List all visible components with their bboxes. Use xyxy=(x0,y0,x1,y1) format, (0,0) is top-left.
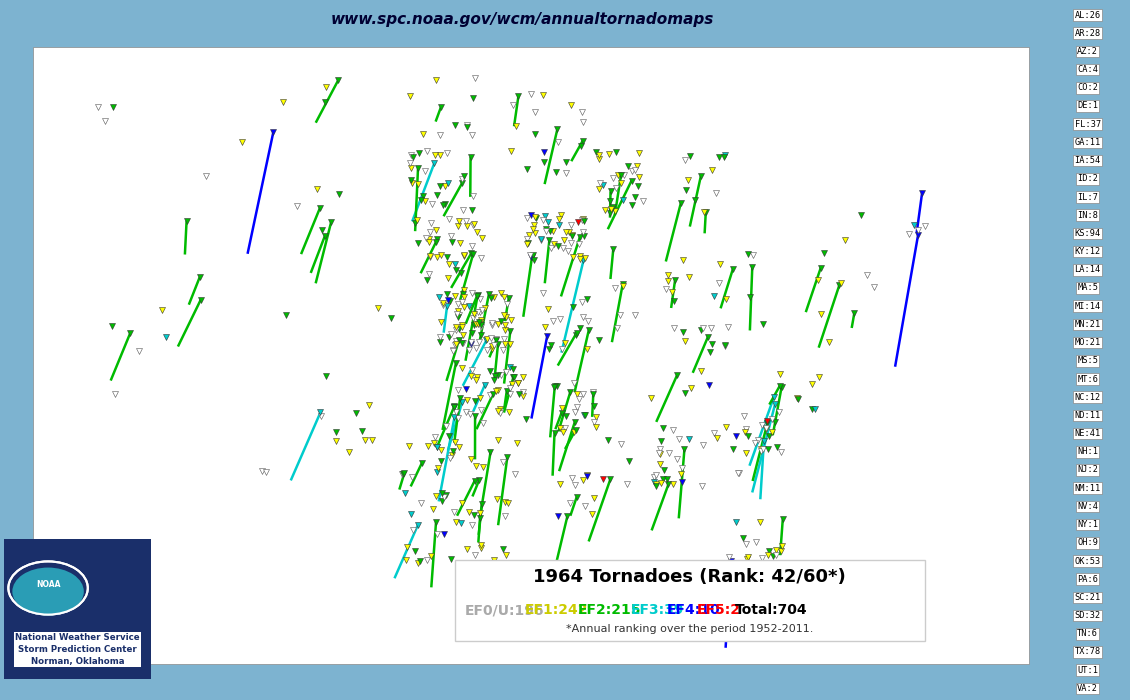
Text: MO:21: MO:21 xyxy=(1075,338,1101,347)
Text: MI:14: MI:14 xyxy=(1075,302,1101,311)
Text: IL:7: IL:7 xyxy=(1077,193,1098,202)
Text: IA:54: IA:54 xyxy=(1075,156,1101,165)
Text: NC:12: NC:12 xyxy=(1075,393,1101,402)
Text: OK:53: OK:53 xyxy=(1075,556,1101,566)
Text: MS:5: MS:5 xyxy=(1077,356,1098,365)
Text: LA:14: LA:14 xyxy=(1075,265,1101,274)
Text: VA:2: VA:2 xyxy=(1077,684,1098,693)
Text: NY:1: NY:1 xyxy=(1077,520,1098,529)
Text: TN:6: TN:6 xyxy=(1077,629,1098,638)
Text: NH:1: NH:1 xyxy=(1077,447,1098,456)
Text: ID:2: ID:2 xyxy=(1077,174,1098,183)
Text: UT:1: UT:1 xyxy=(1077,666,1098,675)
FancyBboxPatch shape xyxy=(454,560,925,640)
Text: MN:21: MN:21 xyxy=(1075,320,1101,329)
Text: MT:6: MT:6 xyxy=(1077,374,1098,384)
Text: CA:4: CA:4 xyxy=(1077,65,1098,74)
Text: KY:12: KY:12 xyxy=(1075,247,1101,256)
Text: National Weather Service
Storm Prediction Center
Norman, Oklahoma: National Weather Service Storm Predictio… xyxy=(15,634,140,666)
Circle shape xyxy=(8,561,88,615)
Text: AL:26: AL:26 xyxy=(1075,10,1101,20)
Text: GA:11: GA:11 xyxy=(1075,138,1101,147)
Text: SC:21: SC:21 xyxy=(1075,593,1101,602)
Text: NV:4: NV:4 xyxy=(1077,502,1098,511)
Text: EF0/U:196: EF0/U:196 xyxy=(466,603,545,617)
Text: www.spc.noaa.gov/wcm/annualtornadomaps: www.spc.noaa.gov/wcm/annualtornadomaps xyxy=(331,12,714,27)
Text: DE:1: DE:1 xyxy=(1077,102,1098,111)
Text: NOAA: NOAA xyxy=(36,580,60,589)
Text: PA:6: PA:6 xyxy=(1077,575,1098,584)
Text: OH:9: OH:9 xyxy=(1077,538,1098,547)
Text: TX:78: TX:78 xyxy=(1075,648,1101,657)
Text: KS:94: KS:94 xyxy=(1075,229,1101,238)
Text: 1964 Tornadoes (Rank: 42/60*): 1964 Tornadoes (Rank: 42/60*) xyxy=(533,568,846,587)
Text: Total:704: Total:704 xyxy=(734,603,808,617)
Text: EF3:39: EF3:39 xyxy=(631,603,684,617)
Text: NM:11: NM:11 xyxy=(1075,484,1101,493)
Text: NE:41: NE:41 xyxy=(1075,429,1101,438)
FancyBboxPatch shape xyxy=(5,539,150,679)
Text: CO:2: CO:2 xyxy=(1077,83,1098,92)
Text: ND:11: ND:11 xyxy=(1075,411,1101,420)
Text: SD:32: SD:32 xyxy=(1075,611,1101,620)
Bar xyxy=(33,48,1028,664)
Text: *Annual ranking over the period 1952-2011.: *Annual ranking over the period 1952-201… xyxy=(566,624,814,634)
Text: FL:37: FL:37 xyxy=(1075,120,1101,129)
Text: EF2:215: EF2:215 xyxy=(579,603,642,617)
Text: IN:8: IN:8 xyxy=(1077,211,1098,220)
Text: AZ:2: AZ:2 xyxy=(1077,47,1098,56)
Text: EF1:242: EF1:242 xyxy=(524,603,589,617)
Text: EF5:2: EF5:2 xyxy=(697,603,741,617)
Ellipse shape xyxy=(12,568,84,615)
Text: AR:28: AR:28 xyxy=(1075,29,1101,38)
Text: NJ:2: NJ:2 xyxy=(1077,466,1098,475)
Text: MA:5: MA:5 xyxy=(1077,284,1098,293)
Text: EF4:10: EF4:10 xyxy=(667,603,721,617)
